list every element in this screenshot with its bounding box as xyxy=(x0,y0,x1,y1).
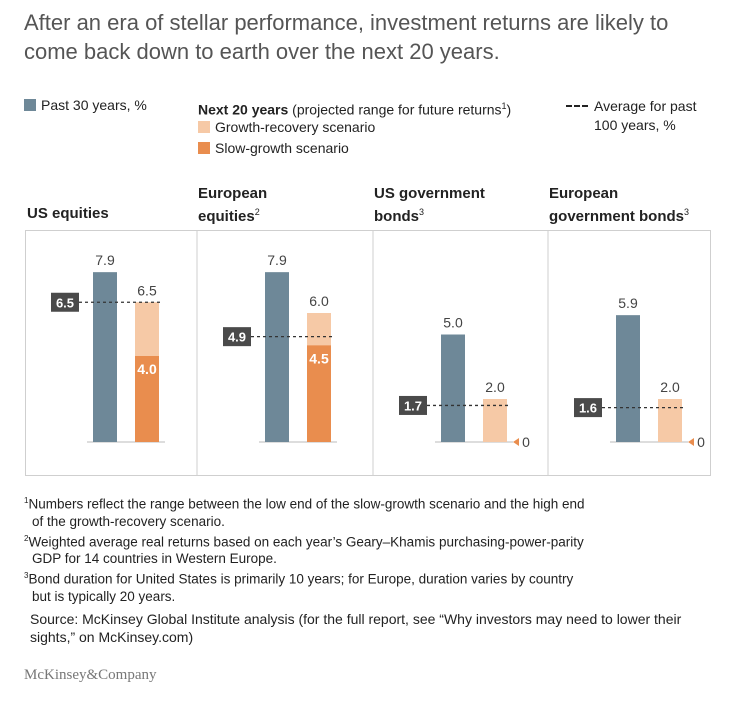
label-zero: 0 xyxy=(522,434,530,450)
legend-next: Next 20 years (projected range for futur… xyxy=(198,97,511,160)
chart-title: After an era of stellar performance, inv… xyxy=(24,10,669,64)
label-growth: 2.0 xyxy=(485,379,505,395)
label-growth: 2.0 xyxy=(660,379,680,395)
zero-marker-icon xyxy=(688,438,694,446)
bar-slow xyxy=(307,345,331,442)
panel-title-sup: 3 xyxy=(684,207,690,217)
panel-title-line1: US government xyxy=(374,185,485,202)
bar-slow xyxy=(135,356,159,442)
bar-growth xyxy=(658,399,682,442)
legend-growth-swatch xyxy=(198,121,210,133)
legend-past-swatch xyxy=(24,99,36,111)
panel-title-us-equities: US equities xyxy=(27,205,109,223)
chart-frame xyxy=(25,230,711,476)
panel-title-us-gov-bonds: US government bonds3 xyxy=(374,185,485,226)
bar-past xyxy=(441,334,465,442)
panel-title-european-equities: European equities2 xyxy=(198,185,267,226)
brand-logo: McKinsey&Company xyxy=(24,667,157,683)
legend-next-close: ) xyxy=(506,101,512,118)
bar-past xyxy=(265,272,289,442)
panel-title-line1: European xyxy=(549,185,619,202)
footnote-text: Numbers reflect the range between the lo… xyxy=(28,496,585,512)
legend-dash-icon xyxy=(566,105,588,107)
bar-growth xyxy=(483,399,507,442)
footnote-text-cont: but is typically 20 years. xyxy=(32,588,176,604)
label-average: 1.6 xyxy=(579,401,597,416)
bar-growth xyxy=(307,313,331,346)
bar-past xyxy=(93,272,117,442)
legend-growth: Growth-recovery scenario xyxy=(198,118,511,139)
footnote-sup: 2 xyxy=(24,533,29,543)
average-box xyxy=(223,327,251,347)
legend-next-heading: Next 20 years (projected range for futur… xyxy=(198,97,511,118)
legend-slow-swatch xyxy=(198,142,210,154)
panel-title-eu-gov-bonds: European government bonds3 xyxy=(549,185,689,226)
legend-slow-label: Slow-growth scenario xyxy=(215,140,349,156)
legend-next-sup: 1 xyxy=(501,101,507,111)
legend-next-rest: (projected range for future returns xyxy=(288,101,502,118)
label-past: 7.9 xyxy=(95,252,115,268)
legend-past-label: Past 30 years, % xyxy=(41,97,147,113)
legend-slow: Slow-growth scenario xyxy=(198,139,511,160)
legend-avg-line1: Average for past xyxy=(594,98,697,114)
panel-title-sup: 3 xyxy=(419,207,425,217)
panel-title-sup: 2 xyxy=(254,207,260,217)
bar-growth xyxy=(135,302,159,356)
label-past: 7.9 xyxy=(267,252,287,268)
label-past: 5.9 xyxy=(618,295,638,311)
source-note: Source: McKinsey Global Institute analys… xyxy=(30,611,682,645)
zero-marker-icon xyxy=(513,438,519,446)
footnote-2: 2Weighted average real returns based on … xyxy=(24,530,714,568)
panel-title-line2: bonds xyxy=(374,208,419,225)
footnote-sup: 3 xyxy=(24,571,29,580)
label-slow: 4.5 xyxy=(309,350,329,366)
average-box xyxy=(399,395,427,415)
footnote-text-cont: GDP for 14 countries in Western Europe. xyxy=(32,551,277,566)
legend-growth-label: Growth-recovery scenario xyxy=(215,119,376,135)
label-average: 4.9 xyxy=(228,330,246,345)
panel-title-line2: government bonds xyxy=(549,208,685,225)
panel-title-line1: European xyxy=(198,185,268,202)
label-slow: 4.0 xyxy=(137,361,157,377)
panel-title-text: US equities xyxy=(27,205,109,222)
bar-past xyxy=(616,315,640,442)
footnote-3: 3Bond duration for United States is prim… xyxy=(24,567,714,605)
label-average: 1.7 xyxy=(404,398,422,413)
label-average: 6.5 xyxy=(56,295,74,310)
footnote-text-cont: of the growth-recovery scenario. xyxy=(32,513,225,529)
legend-average: Average for past 100 years, % xyxy=(566,97,696,135)
label-zero: 0 xyxy=(697,434,705,450)
label-growth: 6.0 xyxy=(309,293,329,309)
footnote-text: Weighted average real returns based on e… xyxy=(28,534,584,549)
legend-avg-line2: 100 years, % xyxy=(594,117,676,133)
label-growth: 6.5 xyxy=(137,282,157,298)
label-past: 5.0 xyxy=(443,315,463,331)
footnote-1: 1Numbers reflect the range between the l… xyxy=(24,492,714,530)
legend-past: Past 30 years, % xyxy=(24,97,147,113)
average-box xyxy=(51,292,79,312)
legend-next-bold: Next 20 years xyxy=(198,101,289,118)
footnote-text: Bond duration for United States is prima… xyxy=(28,571,574,587)
average-box xyxy=(574,398,602,418)
footnote-sup: 1 xyxy=(24,496,29,505)
panel-title-line2: equities xyxy=(198,208,255,225)
footnotes: 1Numbers reflect the range between the l… xyxy=(24,492,714,605)
